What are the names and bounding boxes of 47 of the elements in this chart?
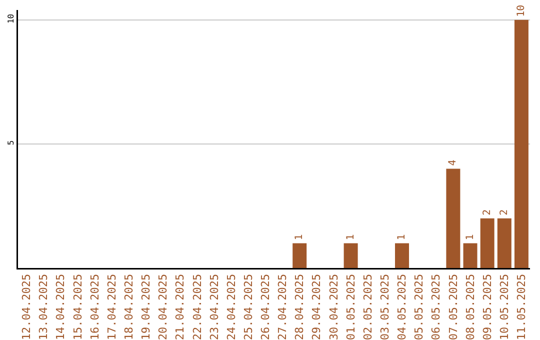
bar bbox=[497, 218, 512, 268]
x-tick-label: 25.04.2025 bbox=[242, 274, 255, 340]
x-tick-label: 02.05.2025 bbox=[361, 274, 374, 340]
bar bbox=[480, 218, 494, 268]
x-tick-label: 30.04.2025 bbox=[327, 274, 340, 340]
x-tick-label: 26.04.2025 bbox=[259, 274, 272, 340]
data-label: 2 bbox=[482, 209, 493, 216]
x-tick-label: 13.04.2025 bbox=[37, 274, 50, 340]
x-tick-label: 16.04.2025 bbox=[88, 274, 102, 340]
y-tick-label: 5 bbox=[6, 140, 16, 146]
data-label: 1 bbox=[396, 234, 408, 240]
x-tick-label: 06.05.2025 bbox=[430, 274, 443, 340]
x-tick-label: 15.04.2025 bbox=[71, 274, 84, 340]
x-tick-label: 14.04.2025 bbox=[54, 274, 68, 340]
x-tick-label: 07.05.2025 bbox=[446, 274, 460, 340]
bar bbox=[344, 243, 358, 268]
data-label: 4 bbox=[448, 160, 459, 166]
x-tick-label: 08.05.2025 bbox=[464, 274, 477, 340]
x-tick-label: 17.04.2025 bbox=[105, 274, 118, 340]
x-tick-label: 09.05.2025 bbox=[480, 274, 494, 340]
x-tick-label: 28.04.2025 bbox=[293, 274, 306, 340]
bar bbox=[446, 168, 460, 268]
x-tick-label: 11.05.2025 bbox=[515, 274, 528, 340]
data-label: 2 bbox=[498, 209, 510, 216]
x-tick-label: 19.04.2025 bbox=[140, 274, 153, 340]
x-tick-label: 20.04.2025 bbox=[156, 274, 170, 340]
data-label: 1 bbox=[345, 234, 356, 240]
x-tick-label: 29.04.2025 bbox=[310, 274, 324, 340]
x-tick-label: 22.04.2025 bbox=[190, 274, 204, 340]
x-tick-label: 12.04.2025 bbox=[20, 274, 34, 340]
x-tick-label: 05.05.2025 bbox=[412, 274, 426, 340]
data-label: 1 bbox=[294, 234, 306, 240]
x-tick-label: 10.05.2025 bbox=[498, 274, 511, 340]
bar bbox=[463, 243, 478, 268]
x-tick-label: 24.04.2025 bbox=[224, 274, 238, 340]
x-tick-label: 18.04.2025 bbox=[122, 274, 136, 340]
x-tick-label: 03.05.2025 bbox=[378, 274, 392, 340]
bar bbox=[514, 20, 528, 268]
bar bbox=[395, 243, 409, 268]
x-tick-label: 01.05.2025 bbox=[344, 274, 358, 340]
x-tick-label: 21.04.2025 bbox=[174, 274, 187, 340]
x-tick-label: 04.05.2025 bbox=[396, 274, 409, 340]
bar bbox=[292, 243, 307, 268]
data-label: 10 bbox=[516, 4, 527, 17]
x-tick-label: 27.04.2025 bbox=[276, 274, 290, 340]
data-label: 1 bbox=[464, 234, 476, 240]
x-tick-label: 23.04.2025 bbox=[208, 274, 221, 340]
